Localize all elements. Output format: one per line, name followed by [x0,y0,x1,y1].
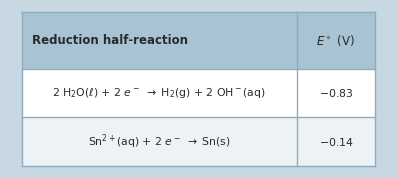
Text: $-$0.14: $-$0.14 [319,136,353,148]
Bar [22,118,375,166]
Text: Reduction half-reaction: Reduction half-reaction [32,34,188,47]
Text: $-$0.83: $-$0.83 [319,87,353,99]
Text: Sn$^{2+}$(aq) + 2 $e^-$ $\rightarrow$ Sn(s): Sn$^{2+}$(aq) + 2 $e^-$ $\rightarrow$ Sn… [88,133,231,151]
Bar [22,69,375,118]
Bar [22,12,375,69]
Text: $\mathit{E}^\circ$ (V): $\mathit{E}^\circ$ (V) [316,33,355,48]
Text: 2 H$_2$O($\ell$) + 2 $e^-$ $\rightarrow$ H$_2$(g) + 2 OH$^-$(aq): 2 H$_2$O($\ell$) + 2 $e^-$ $\rightarrow$… [52,86,266,100]
